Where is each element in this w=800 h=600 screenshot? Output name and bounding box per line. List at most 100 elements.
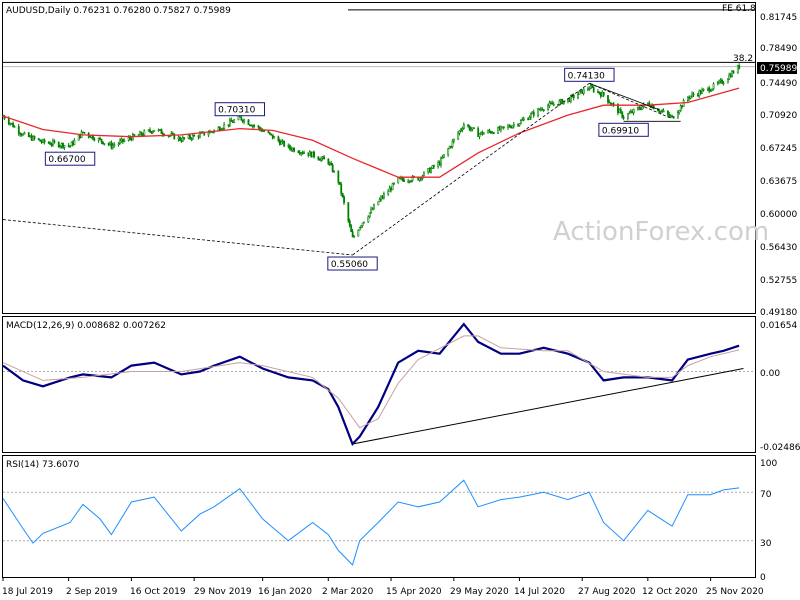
candle-body [291,147,294,151]
price-tick-label: 0.49180 [760,308,797,318]
candle-body [190,137,193,140]
macd-tick-label: -0.02486 [760,443,800,453]
candle-body [239,115,241,118]
candle-body [221,128,224,130]
candle-body [371,208,374,211]
rsi-tick-label: 100 [760,459,777,469]
candle-body [391,183,394,191]
candle-body [659,110,662,113]
candle-body [249,124,251,127]
candle-body [457,132,460,140]
candle-body [110,142,113,149]
macd-panel-header: MACD(12,26,9) 0.008682 0.007262 [6,321,166,331]
candle-body [658,110,661,113]
candle-body [461,128,464,131]
candle-body [348,220,351,226]
candle-body [607,95,609,103]
candle-body [448,146,451,150]
candle-body [69,145,72,148]
candle-body [712,83,715,90]
candle-body [367,216,370,223]
candle-body [609,102,612,105]
candle-body [487,130,490,134]
candle-body [133,134,136,136]
candle-body [472,127,475,130]
candle-body [688,96,691,99]
candle-body [641,106,644,110]
candle-body [358,226,361,231]
date-tick-label: 14 Jul 2020 [514,587,565,597]
candle-body [82,131,84,134]
candle-body [561,99,564,105]
rsi-tick-label: 30 [760,539,772,549]
candle-body [197,135,200,138]
candle-body [157,129,160,132]
candle-body [229,119,231,126]
macd-line [2,322,740,446]
candle-body [271,134,274,139]
candle-body [599,93,602,97]
candle-body [699,90,702,94]
candle-body [637,107,639,110]
last-price-label: 0.75989 [760,64,797,74]
date-tick-label: 18 Jul 2019 [2,587,53,597]
candle-body [92,135,94,140]
candle-body [308,151,311,156]
date-tick-label: 29 Nov 2019 [194,587,252,597]
candle-body [343,196,345,204]
date-tick-label: 2 Mar 2020 [322,587,374,597]
candle-body [149,129,151,132]
candle-body [377,201,380,206]
candle-body [181,137,184,142]
candle-body [230,119,233,122]
candle-body [330,162,333,166]
candle-body [507,125,510,128]
candle-body [223,124,226,129]
candle-body [173,133,176,140]
signal-line [2,335,740,429]
candle-body [77,134,80,141]
candle-body [437,162,440,168]
candle-body [140,131,143,135]
candle-body [701,89,704,94]
candle-body [378,198,381,202]
candle-body [130,138,133,141]
candle-body [257,125,260,128]
candle-body [9,122,12,125]
candle-body [570,95,572,102]
candle-body [662,110,665,113]
key-level-box [214,102,266,117]
price-panel-header: AUDUSD,Daily 0.76231 0.76280 0.75827 0.7… [6,6,231,16]
macd-tick-label: 0.01654 [760,321,797,331]
candle-body [331,164,334,173]
candle-body [20,133,23,136]
candle-body [679,105,682,111]
candle-body [368,212,371,218]
candle-body [403,179,405,182]
candle-body [738,65,741,69]
candle-body [463,124,465,129]
candle-body [578,90,581,95]
candle-body [612,103,615,105]
candle-body [113,144,116,147]
sma-line [2,87,740,178]
rsi-panel-header: RSI(14) 73.6070 [6,460,79,470]
candle-body [647,102,649,105]
last-price-tag [757,62,797,74]
candle-body [638,107,641,110]
candle-body [39,139,42,142]
candle-body [161,133,164,135]
price-panel-frame [2,2,756,314]
candle-body [716,82,719,85]
candle-body [491,132,494,134]
candle-body [686,96,689,101]
candle-body [123,139,126,142]
price-tick-label: 0.78490 [760,44,797,54]
candle-body [337,170,340,183]
candle-body [527,118,530,121]
candle-body [103,143,106,145]
candle-body [718,80,721,84]
candle-body [311,151,314,158]
candle-body [72,141,74,145]
candle-body [672,116,675,119]
